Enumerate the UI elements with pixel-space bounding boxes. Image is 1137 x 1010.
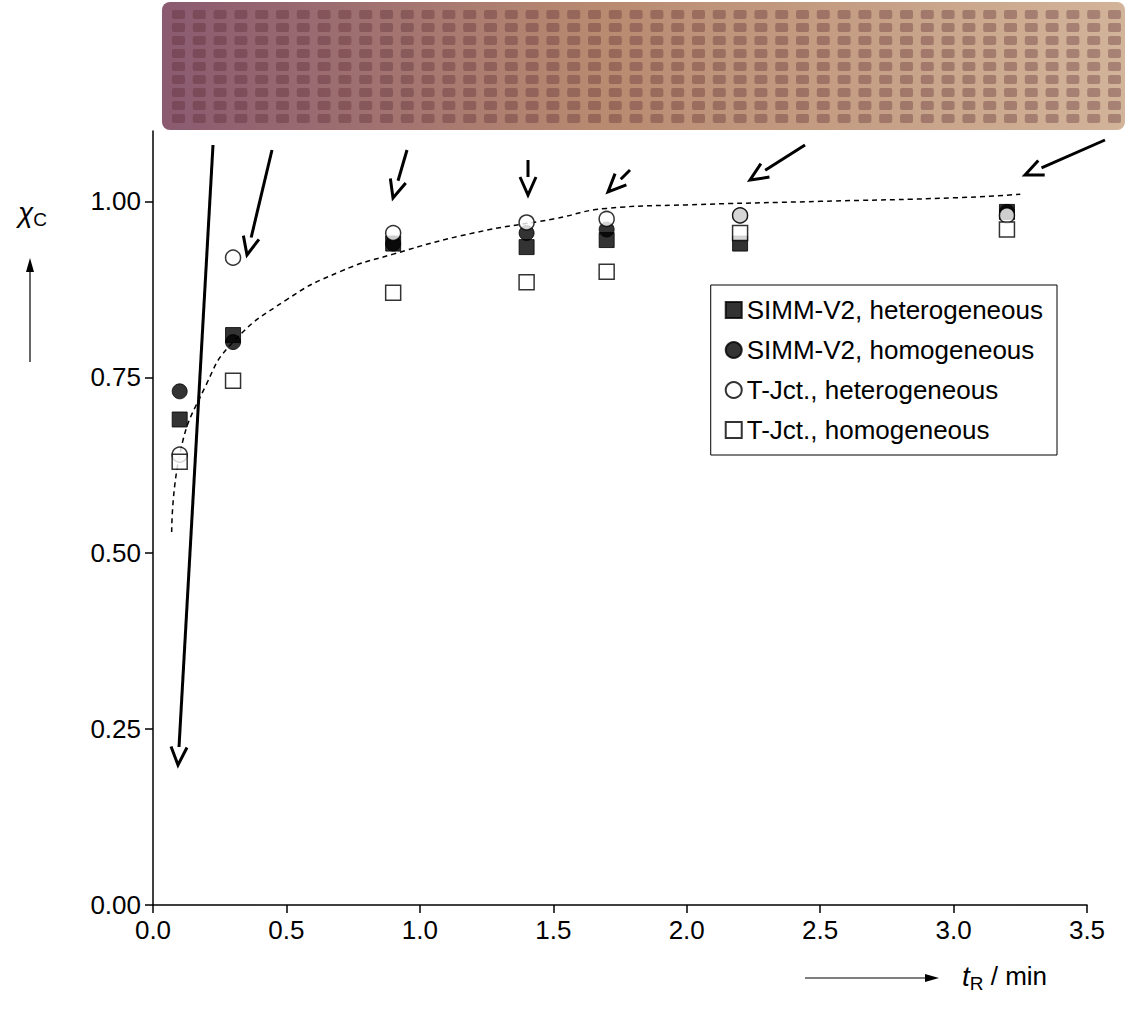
svg-text:1.0: 1.0 [402, 915, 438, 945]
svg-text:2.0: 2.0 [669, 915, 705, 945]
svg-text:0.5: 0.5 [268, 915, 304, 945]
svg-text:0.0: 0.0 [135, 915, 171, 945]
svg-text:/ min: / min [984, 961, 1048, 991]
svg-text:SIMM-V2, homogeneous: SIMM-V2, homogeneous [747, 335, 1035, 365]
svg-text:SIMM-V2, heterogeneous: SIMM-V2, heterogeneous [747, 295, 1043, 325]
svg-text:2.5: 2.5 [802, 915, 838, 945]
svg-text:R: R [970, 973, 984, 994]
svg-text:T-Jct., homogeneous: T-Jct., homogeneous [747, 415, 990, 445]
svg-text:0.75: 0.75 [90, 362, 141, 392]
svg-text:χ: χ [15, 197, 34, 228]
svg-text:3.5: 3.5 [1069, 915, 1105, 945]
svg-text:3.0: 3.0 [935, 915, 971, 945]
svg-text:0.00: 0.00 [90, 890, 141, 920]
svg-text:t: t [962, 960, 970, 992]
svg-text:T-Jct., heterogeneous: T-Jct., heterogeneous [747, 375, 998, 405]
svg-text:0.50: 0.50 [90, 538, 141, 568]
svg-text:0.25: 0.25 [90, 714, 141, 744]
svg-text:C: C [33, 209, 47, 230]
svg-text:1.5: 1.5 [535, 915, 571, 945]
svg-text:1.00: 1.00 [90, 186, 141, 216]
